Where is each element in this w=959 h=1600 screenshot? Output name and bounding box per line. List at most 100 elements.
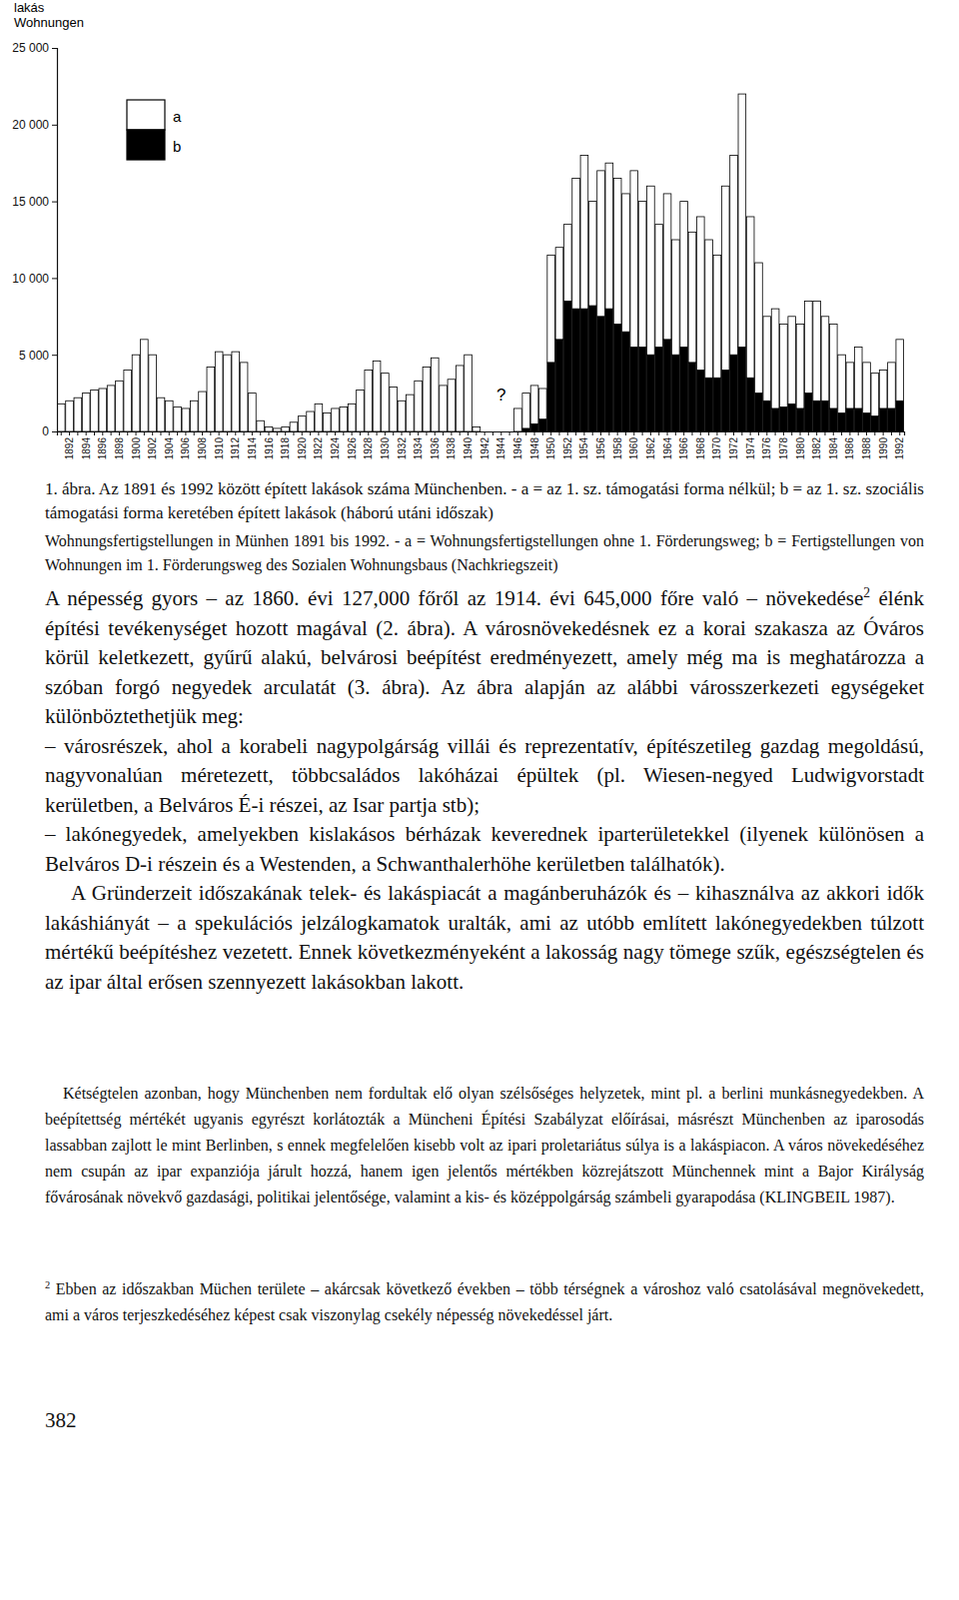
x-tick-mark [833,431,835,436]
x-tick-mark [899,431,901,436]
bar [563,224,572,302]
bar [780,406,789,432]
bar [189,400,198,432]
bar [539,419,548,432]
bar [547,254,556,363]
x-tick-label: 1946 [512,437,524,461]
x-tick-mark [741,431,743,436]
note: Kétségtelen azonban, hogy Münchenben nem… [44,1080,925,1211]
x-tick-label: 1926 [346,437,358,461]
y-tick-mark [51,201,57,203]
x-tick-label: 1932 [396,437,408,461]
x-tick: 1950 [545,431,557,460]
x-tick: 1980 [795,431,807,460]
x-tick-label: 1902 [146,437,158,461]
x-tick-label: 1908 [196,437,208,461]
bar [389,386,398,432]
bar [730,354,739,432]
x-tick [791,431,793,436]
x-tick-label: 1980 [795,437,807,461]
x-tick [824,431,826,436]
bar [239,362,248,432]
x-tick-mark [525,431,527,436]
bar [588,305,597,432]
x-tick: 1956 [595,431,607,460]
bar [364,370,373,432]
bar [381,373,390,432]
bar [422,366,431,432]
footnote: 2 Ebben az időszakban Müchen területe – … [44,1276,925,1329]
x-tick [492,431,494,436]
x-tick-mark [467,431,469,436]
bar [414,380,423,432]
bar [613,323,622,432]
x-tick-mark [775,431,777,436]
bar [406,394,415,432]
bar [796,408,805,432]
x-tick [592,431,594,436]
x-tick-label: 1892 [63,437,75,461]
legend-label: b [172,137,181,155]
bar [148,354,157,432]
x-tick-label: 1904 [163,437,175,461]
x-tick: 1974 [745,431,757,460]
bar [622,193,631,332]
x-tick [775,431,777,436]
bar [680,347,689,432]
x-tick-label: 1958 [612,437,624,461]
x-tick [858,431,860,436]
caption-german: Wohnungsfertigstellungen in Münhen 1891 … [44,529,925,578]
x-tick-mark [442,431,444,436]
x-tick-label: 1942 [479,437,491,461]
x-tick-mark [317,431,319,436]
x-tick [741,431,743,436]
x-tick: 1966 [678,431,690,460]
x-tick-mark [135,431,137,436]
bar [106,385,115,432]
x-tick-mark [642,431,644,436]
x-tick-mark [276,431,278,436]
paragraph: – városrészek, ahol a korabeli nagypolgá… [44,732,925,822]
bar [863,413,872,432]
paragraph: A Gründerzeit időszakának telek- és laká… [44,879,925,997]
bar [430,357,439,432]
x-tick-mark [891,431,893,436]
x-tick: 1940 [462,431,474,460]
bar [888,362,897,409]
bar [90,390,99,432]
x-tick-mark [625,431,627,436]
x-tick-label: 1990 [878,437,890,461]
x-tick-mark [783,431,785,436]
text-run: A népesség gyors – az 1860. évi 127,000 … [44,586,864,611]
x-axis: 1892189418961898190019021904190619081910… [57,431,907,460]
x-tick-mark [334,431,336,436]
bar [680,201,689,348]
bar [863,362,872,414]
x-tick [292,431,294,436]
x-tick [642,431,644,436]
bar [530,385,539,424]
bar [838,354,847,413]
bar [115,380,124,432]
paragraph: A népesség gyors – az 1860. évi 127,000 … [44,584,925,733]
x-tick [276,431,278,436]
body-text: A népesség gyors – az 1860. évi 127,000 … [44,584,925,997]
footnote-ref: 2 [863,585,871,601]
annotation: ? [496,385,506,405]
x-tick [625,431,627,436]
bar [156,397,165,432]
bar [273,428,282,432]
y-axis: 05 00010 00015 00020 00025 000 [11,40,57,439]
bar [846,408,855,432]
bar [522,428,531,432]
x-tick-mark [434,431,436,436]
y-tick: 10 000 [11,271,57,286]
x-tick: 1960 [628,431,640,460]
x-tick-label: 1988 [861,437,873,461]
bar [879,370,888,409]
x-tick: 1900 [130,431,142,460]
x-tick [725,431,727,436]
x-tick: 1902 [146,431,158,460]
x-tick-mark [534,431,536,436]
bar [838,413,847,432]
